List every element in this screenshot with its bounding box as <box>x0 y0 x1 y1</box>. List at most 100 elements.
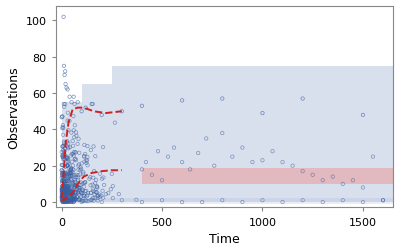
Point <box>61 191 68 195</box>
Point <box>76 188 82 192</box>
Point <box>81 143 88 147</box>
Point <box>60 176 66 180</box>
Point <box>81 154 87 158</box>
Point <box>94 194 101 198</box>
Point <box>84 144 91 148</box>
Point <box>64 171 71 175</box>
Point <box>61 185 67 189</box>
Point <box>68 185 75 190</box>
Point <box>61 175 67 179</box>
Point <box>66 185 72 189</box>
Point <box>62 200 68 204</box>
Point <box>76 186 83 191</box>
Point <box>63 188 69 192</box>
Point <box>87 175 94 179</box>
Point <box>60 164 66 168</box>
Point <box>62 165 68 169</box>
Point <box>59 188 66 192</box>
Point <box>75 191 81 195</box>
Point <box>91 193 98 197</box>
Point <box>78 162 85 166</box>
Point <box>65 179 72 183</box>
Point <box>68 186 74 190</box>
Point <box>67 193 74 197</box>
Point <box>70 115 76 119</box>
Point <box>62 187 68 191</box>
Point <box>68 184 75 188</box>
Point <box>58 169 65 173</box>
Point <box>73 173 79 177</box>
Point <box>60 186 66 190</box>
Point <box>90 183 96 187</box>
Point <box>155 150 161 154</box>
Point <box>67 191 73 195</box>
Point <box>179 161 185 165</box>
Point <box>59 173 66 177</box>
Point <box>60 172 66 176</box>
Point <box>110 196 116 200</box>
Point <box>62 198 68 202</box>
Point <box>71 136 78 140</box>
Point <box>75 186 81 190</box>
Point <box>63 200 70 204</box>
Point <box>90 145 97 149</box>
Point <box>66 188 72 192</box>
Point <box>70 198 77 202</box>
Point <box>67 190 74 194</box>
Point <box>60 178 67 182</box>
Point <box>88 103 95 107</box>
Point <box>72 184 79 188</box>
Point <box>64 163 71 167</box>
Point <box>68 193 75 197</box>
Point <box>67 174 73 178</box>
Point <box>73 131 79 135</box>
Point <box>66 172 73 176</box>
Point <box>62 189 69 193</box>
Point <box>60 190 66 194</box>
Point <box>60 184 66 188</box>
Point <box>68 168 74 172</box>
Point <box>105 191 112 195</box>
Point <box>63 156 70 161</box>
Point <box>61 158 68 162</box>
Point <box>58 168 65 172</box>
Point <box>69 192 76 196</box>
Point <box>65 186 71 190</box>
Point <box>84 164 91 168</box>
Point <box>64 156 70 161</box>
Point <box>69 196 75 200</box>
Point <box>179 99 185 103</box>
Point <box>94 184 100 188</box>
Point <box>70 181 76 185</box>
Point <box>59 184 66 188</box>
Point <box>64 196 71 200</box>
Point <box>350 178 356 182</box>
Point <box>62 195 68 199</box>
Point <box>68 200 74 204</box>
Point <box>64 182 70 186</box>
Point <box>187 168 193 172</box>
Point <box>63 195 69 199</box>
Point <box>65 199 72 203</box>
Point <box>64 175 71 179</box>
Point <box>92 181 98 185</box>
Point <box>203 137 210 141</box>
Point <box>62 185 68 189</box>
Point <box>239 200 246 204</box>
Point <box>80 171 86 175</box>
Point <box>64 164 71 168</box>
Point <box>62 197 68 201</box>
Point <box>90 196 96 200</box>
Point <box>61 105 68 109</box>
Point <box>90 103 96 107</box>
Point <box>300 198 306 202</box>
Point <box>360 200 366 204</box>
Point <box>59 190 66 194</box>
Point <box>116 192 122 196</box>
Point <box>62 196 68 200</box>
Point <box>62 196 68 200</box>
Point <box>82 152 88 156</box>
Point <box>64 198 70 202</box>
Point <box>62 197 69 201</box>
Point <box>58 163 65 167</box>
